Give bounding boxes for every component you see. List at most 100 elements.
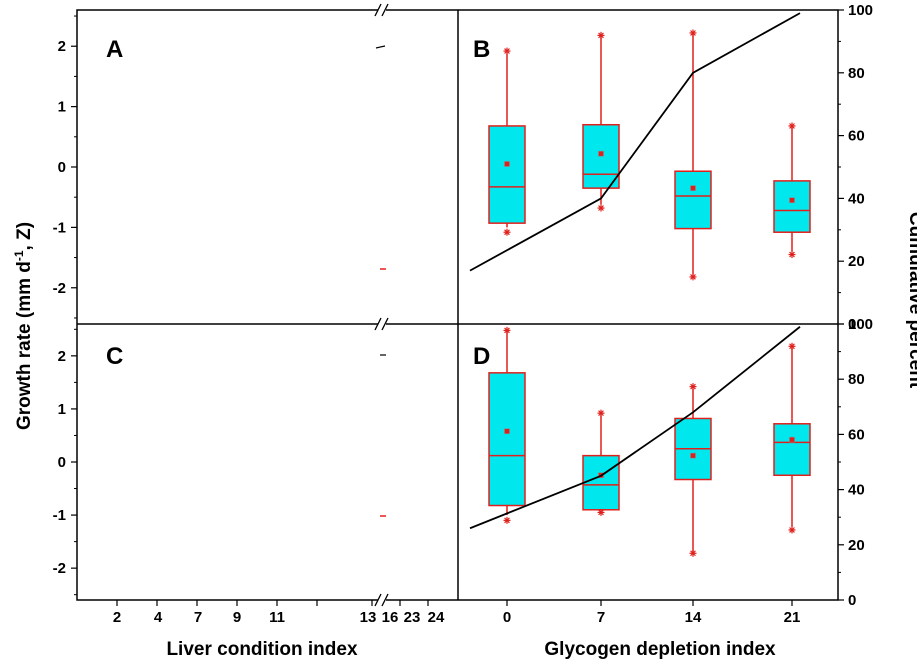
mean-marker — [789, 197, 795, 204]
plot-frame — [76, 3, 839, 607]
box — [773, 423, 811, 477]
cumulative-line — [469, 326, 801, 530]
outlier-stroke — [789, 527, 795, 533]
x-tick-label: 16 — [382, 609, 399, 626]
y-right-tick-label: 20 — [848, 537, 865, 554]
outlier-marker — [689, 273, 697, 281]
y-right-tick-label: 40 — [848, 190, 865, 207]
outlier-stroke — [690, 30, 696, 36]
y-tick-label: -2 — [53, 280, 66, 297]
box — [674, 170, 712, 230]
outlier-stroke — [504, 229, 510, 236]
x-tick-label: 13 — [360, 609, 377, 626]
x-tick-label: 4 — [154, 609, 163, 626]
y-tick-label: -1 — [53, 507, 66, 524]
outlier-stroke — [504, 327, 510, 334]
x-tick-label: 11 — [269, 609, 285, 626]
mean-marker — [690, 452, 696, 459]
axis-break-mark — [381, 593, 389, 607]
mean-marker — [598, 150, 604, 157]
x-tick-label: 7 — [194, 609, 202, 626]
outlier-marker — [597, 508, 605, 516]
x-tick-label: 14 — [685, 609, 702, 626]
mean-marker — [789, 436, 795, 443]
outlier-marker — [503, 47, 511, 55]
outlier-marker — [597, 204, 605, 212]
y-right-tick-label: 60 — [848, 128, 865, 145]
mean-marker — [504, 161, 510, 167]
axis-break-mark — [381, 317, 389, 331]
outlier-stroke — [504, 517, 510, 524]
outlier-marker — [597, 31, 605, 39]
cumulative-line — [469, 12, 801, 272]
outlier-stroke — [504, 48, 510, 54]
box — [582, 454, 620, 511]
y-tick-label: 2 — [58, 38, 66, 55]
y-tick-label: 2 — [58, 348, 66, 365]
mean-marker — [504, 428, 510, 435]
x-tick-label: 21 — [784, 609, 801, 626]
panel-label-a: A — [106, 36, 123, 63]
panel-label-c: C — [106, 343, 123, 370]
axis-break-mark — [374, 593, 382, 607]
y-axis-right-title: Cumulative percent — [905, 212, 917, 389]
x-tick-label: 2 — [113, 609, 121, 626]
outlier-marker — [788, 526, 796, 534]
x-axis-right-title: Glycogen depletion index — [544, 639, 776, 660]
axis-break-mark — [374, 317, 382, 331]
y-right-tick-label: 100 — [848, 316, 873, 333]
box — [773, 180, 811, 233]
box — [488, 372, 526, 507]
y-right-tick-label: 0 — [848, 316, 856, 333]
x-tick-label: 7 — [597, 609, 605, 626]
panel-label-b: B — [473, 36, 490, 63]
x-tick-label: 9 — [233, 609, 241, 626]
outlier-marker — [788, 342, 796, 350]
panel-label-d: D — [473, 343, 490, 370]
outlier-stroke — [598, 32, 604, 39]
y-axis-title-part-1: Growth rate (mm d — [14, 261, 35, 430]
y-axis-title-part-2: , Z) — [14, 222, 35, 251]
axis-break-mark — [374, 3, 382, 17]
outlier-stroke — [598, 205, 604, 211]
x-tick-label: 0 — [503, 609, 511, 626]
outlier-stroke — [598, 509, 604, 516]
x-tick-label: 23 — [404, 609, 421, 626]
outlier-stroke — [789, 251, 795, 258]
outlier-marker — [503, 228, 511, 236]
y-right-tick-label: 60 — [848, 426, 865, 443]
y-right-tick-label: 40 — [848, 482, 865, 499]
axis-ticks — [71, 9, 844, 606]
outlier-marker — [689, 383, 697, 391]
outlier-stroke — [789, 343, 795, 350]
outlier-stroke — [690, 274, 696, 280]
outlier-stroke — [690, 383, 696, 390]
outlier-marker — [689, 29, 697, 37]
y-right-tick-label: 0 — [848, 592, 856, 609]
outlier-stroke — [789, 123, 795, 129]
y-tick-label: -2 — [53, 560, 66, 577]
outlier-marker — [503, 326, 511, 334]
y-axis-title-superscript: -1 — [12, 250, 26, 261]
y-axis-title: Growth rate (mm d-1, Z) — [12, 222, 35, 430]
axis-break-gap — [378, 3, 386, 17]
y-tick-label: 0 — [58, 454, 66, 471]
y-right-tick-label: 20 — [848, 253, 865, 270]
chart-marks — [375, 12, 811, 557]
outlier-marker — [597, 409, 605, 417]
y-right-tick-label: 80 — [848, 371, 865, 388]
outlier-marker — [788, 122, 796, 130]
x-tick-label: 24 — [428, 609, 445, 626]
outlier-marker — [503, 516, 511, 524]
axis-break-mark — [381, 3, 389, 17]
mean-marker — [690, 185, 696, 191]
axis-break-gap — [378, 593, 386, 607]
box — [488, 125, 526, 224]
axis-break-gap — [378, 317, 386, 331]
outlier-marker — [788, 251, 796, 259]
outlier-stroke — [690, 550, 696, 557]
y-tick-label: 0 — [58, 159, 66, 176]
y-tick-label: 1 — [58, 99, 66, 116]
